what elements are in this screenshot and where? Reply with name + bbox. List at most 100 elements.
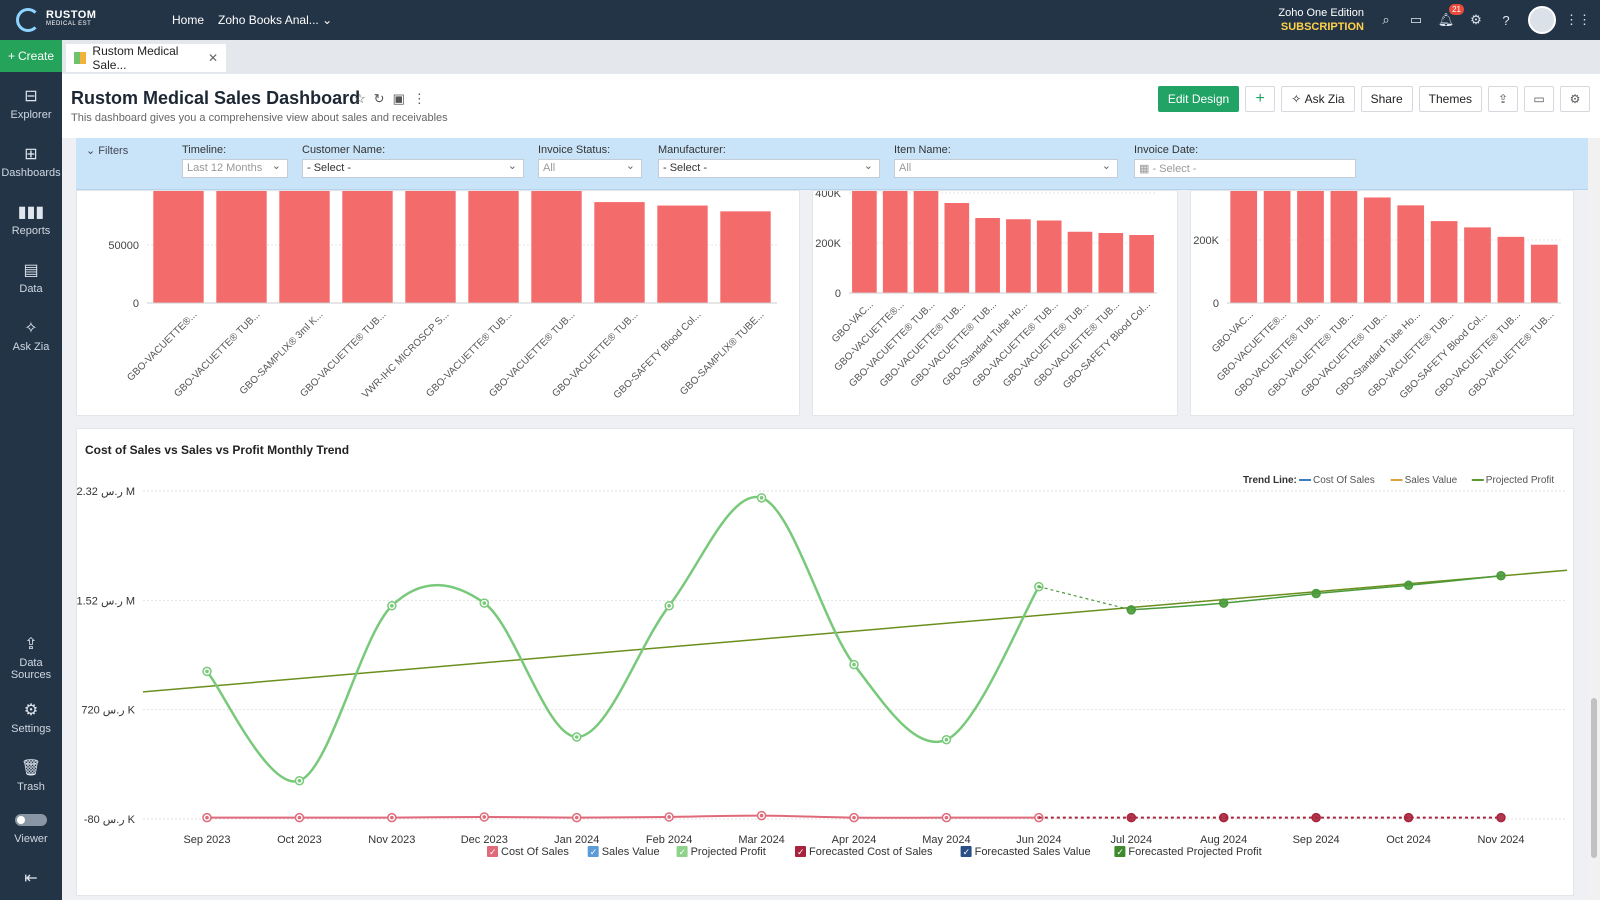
data-point-center [759,496,764,500]
x-tick-label: Sep 2024 [1293,834,1340,846]
bar [1067,231,1093,293]
scrollbar-thumb[interactable] [1591,698,1597,858]
legend-check-icon: ✓ [679,847,687,857]
y-tick-label: 100000 [102,191,139,194]
apps-grid-icon[interactable]: ⋮⋮ [1565,12,1591,27]
gear-icon[interactable]: ⚙ [1470,12,1482,27]
sidebar-item-ask-zia[interactable]: ✧ Ask Zia [0,318,62,353]
bar [1430,221,1458,303]
legend-check-icon: ✓ [489,847,497,857]
data-point-center [574,735,579,739]
trend-chart-panel: Cost of Sales vs Sales vs Profit Monthly… [76,428,1574,896]
ask-zia-button[interactable]: ✧ Ask Zia [1281,86,1355,112]
brand-logo[interactable]: RUSTOM MEDICAL EST [0,0,100,40]
bar [1397,205,1425,303]
bar [944,203,970,293]
search-icon[interactable]: ⌕ [1382,12,1390,27]
trash-icon: 🗑︎ [20,760,42,777]
bar [1297,191,1324,303]
notification-badge: 21 [1449,4,1464,15]
calendar-icon: ▦ [1139,163,1153,175]
data-point-center [205,815,209,820]
legend-swatch [960,846,972,857]
page-scrollbar[interactable] [1588,138,1600,900]
sidebar-item-explorer[interactable]: ⊟ Explorer [0,86,62,121]
logo-mark [16,8,40,32]
data-point-center [852,662,856,667]
add-button[interactable]: + [1245,86,1276,112]
sidebar-item-viewer[interactable]: Viewer [0,814,62,845]
dashboards-icon: ⊞ [24,146,38,163]
trend-line [142,569,1568,693]
star-icon[interactable]: ☆ [354,91,366,106]
bar [405,191,456,303]
invoice-status-select[interactable]: All [538,159,642,178]
export-icon[interactable]: ⇪ [1488,86,1518,112]
help-icon[interactable]: ? [1502,12,1510,28]
bar [1036,220,1062,293]
more-icon[interactable]: ⋮ [412,91,426,106]
trend-legend-item: Sales Value [1405,475,1458,486]
create-button[interactable]: + Create [0,40,62,72]
themes-button[interactable]: Themes [1418,86,1482,112]
filters-toggle[interactable]: ⌄ Filters [86,145,129,157]
edition-info[interactable]: Zoho One Edition SUBSCRIPTION [1278,7,1364,33]
sidebar-item-reports[interactable]: ▮▮▮ Reports [0,202,62,237]
toggle-icon[interactable] [15,814,47,826]
invoice-date-input[interactable]: ▦ - Select - [1134,159,1356,178]
data-point-center [297,815,302,820]
trend-legend-item: Projected Profit [1486,475,1555,486]
page-subtitle: This dashboard gives you a comprehensive… [71,112,448,124]
legend-swatch [676,846,688,857]
y-tick-label: 720 ر.س K [81,705,135,717]
share-button[interactable]: Share [1360,86,1413,112]
bell-icon[interactable]: 🔔︎ 21 [1438,4,1464,28]
refresh-icon[interactable]: ↻ [373,91,385,106]
timeline-filter: Timeline: Last 12 Months [182,144,288,178]
bar [468,191,519,303]
collapse-sidebar-icon[interactable]: ⇤ [24,870,38,887]
edit-design-button[interactable]: Edit Design [1157,86,1240,112]
top-bar: RUSTOM MEDICAL EST Home Zoho Books Anal..… [0,0,1600,40]
data-point-center [390,815,394,820]
chart-title: Cost of Sales vs Sales vs Profit Monthly… [85,443,350,457]
timeline-select[interactable]: Last 12 Months [182,159,288,178]
data-point-center [574,815,579,820]
bar [153,191,204,303]
comment-icon[interactable]: ▭ [1524,86,1554,112]
close-icon[interactable]: ✕ [207,51,218,65]
tab-dashboard[interactable]: Rustom Medical Sale... ✕ [66,44,226,72]
bar-chart-1: 100000500000GBO-VACUETTE®...GBO-VACUETTE… [102,182,777,401]
settings-icon[interactable]: ⚙ [1560,86,1590,112]
y-tick-label: 200K [1193,235,1219,247]
manufacturer-select[interactable]: - Select - [658,159,880,178]
explorer-icon: ⊟ [24,88,38,105]
legend-item: Cost Of Sales [501,846,569,858]
x-tick-label: Aug 2024 [1200,834,1247,846]
item-name-select[interactable]: All [894,159,1118,178]
data-point [1218,812,1229,823]
data-point [1311,812,1321,823]
zia-icon: ✧ [1291,92,1305,106]
save-icon[interactable]: ▣ [392,91,405,106]
sidebar-item-data[interactable]: ▤ Data [0,260,62,295]
manufacturer-filter: Manufacturer: - Select - [658,144,880,178]
x-tick-label: Jan 2024 [554,834,599,846]
bar [1263,191,1291,303]
bar [1230,191,1258,303]
sidebar-item-trash[interactable]: 🗑︎ Trash [0,758,62,793]
bar [279,191,330,303]
chat-icon[interactable]: ▭ [1409,12,1423,27]
bar [882,191,908,293]
legend-item: Forecasted Sales Value [975,846,1091,858]
sidebar-item-data-sources[interactable]: ⇪ Data Sources [0,634,62,681]
avatar[interactable] [1528,6,1556,34]
sidebar-item-settings[interactable]: ⚙ Settings [0,700,62,735]
zia-icon: ✧ [24,320,38,337]
data-icon: ▤ [23,262,39,279]
customer-select[interactable]: - Select - [302,159,524,178]
workspace-dropdown[interactable]: Zoho Books Anal... ⌄ [218,13,333,27]
bar-chart-panel-1: 100000500000GBO-VACUETTE®...GBO-VACUETTE… [76,182,800,416]
home-link[interactable]: Home [172,13,205,27]
sidebar-item-dashboards[interactable]: ⊞ Dashboards [1,146,61,179]
